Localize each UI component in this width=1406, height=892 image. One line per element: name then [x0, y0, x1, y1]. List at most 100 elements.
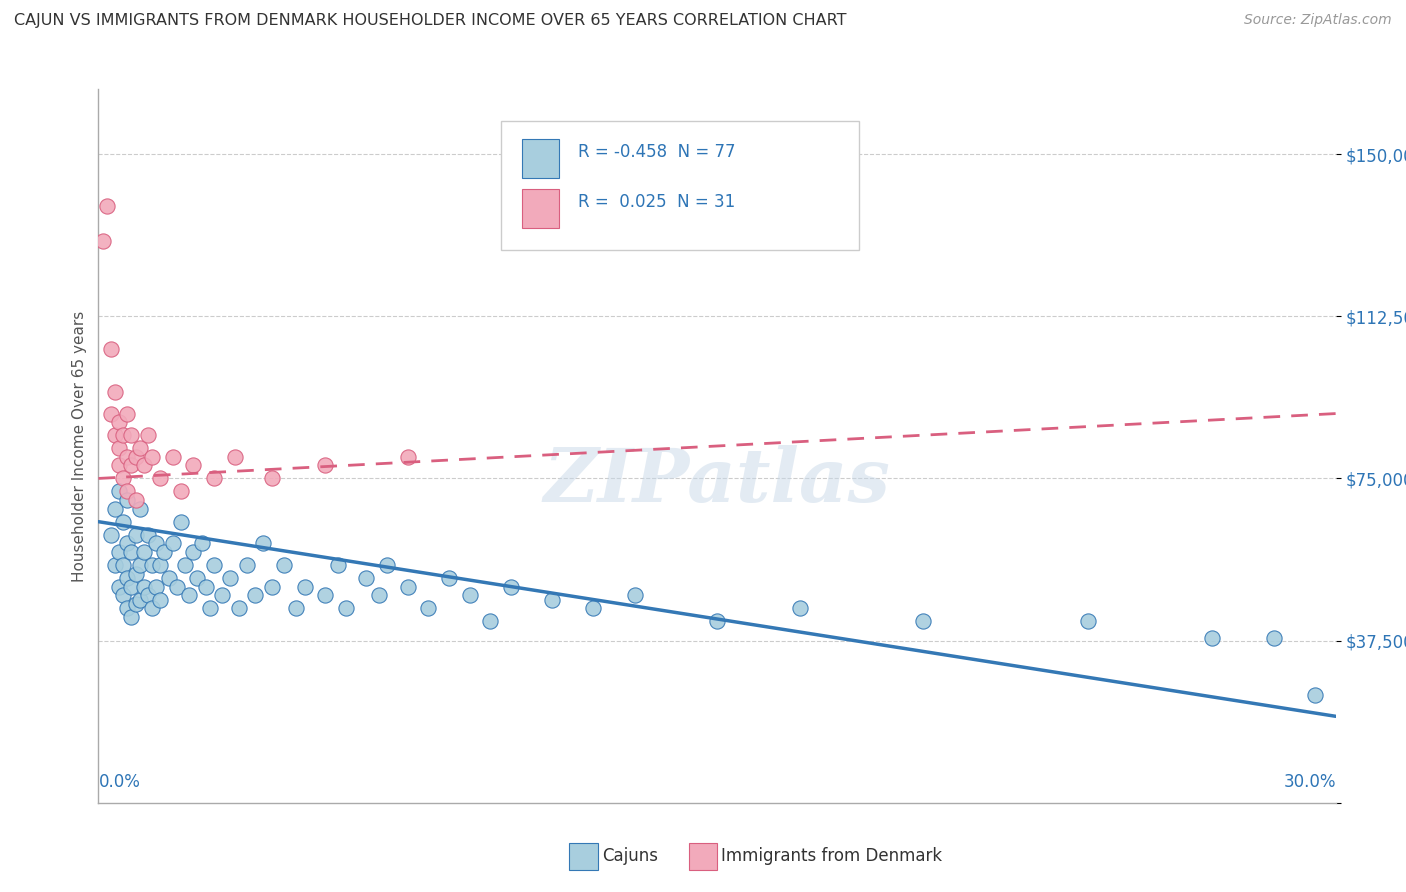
Point — [314, 588, 336, 602]
Point — [132, 458, 155, 473]
Point — [112, 471, 135, 485]
Point — [170, 515, 193, 529]
Point — [120, 610, 142, 624]
Point — [260, 471, 283, 485]
Point — [437, 571, 460, 585]
Point — [117, 601, 139, 615]
Point — [149, 471, 172, 485]
Point — [108, 580, 131, 594]
FancyBboxPatch shape — [522, 139, 558, 178]
Point — [706, 614, 728, 628]
Text: R = -0.458  N = 77: R = -0.458 N = 77 — [578, 143, 735, 161]
Point — [260, 580, 283, 594]
Point — [190, 536, 212, 550]
Point — [181, 545, 204, 559]
Point — [124, 597, 146, 611]
Point — [100, 342, 122, 356]
Point — [141, 558, 163, 572]
Point — [224, 450, 246, 464]
Point — [149, 558, 172, 572]
Point — [479, 614, 502, 628]
Point — [128, 592, 150, 607]
Point — [124, 450, 146, 464]
Point — [1201, 632, 1223, 646]
Point — [912, 614, 935, 628]
Point — [117, 493, 139, 508]
Y-axis label: Householder Income Over 65 years: Householder Income Over 65 years — [72, 310, 87, 582]
Point — [273, 558, 295, 572]
Point — [458, 588, 481, 602]
Point — [117, 450, 139, 464]
Point — [96, 199, 118, 213]
Point — [145, 536, 167, 550]
Point — [117, 407, 139, 421]
FancyBboxPatch shape — [522, 189, 558, 228]
Point — [104, 501, 127, 516]
Point — [335, 601, 357, 615]
Point — [418, 601, 440, 615]
Point — [162, 450, 184, 464]
Point — [236, 558, 259, 572]
Point — [100, 527, 122, 541]
Point — [243, 588, 266, 602]
Point — [1077, 614, 1099, 628]
Point — [396, 580, 419, 594]
Point — [112, 428, 135, 442]
Point — [120, 458, 142, 473]
Point — [252, 536, 274, 550]
Point — [124, 493, 146, 508]
Text: 0.0%: 0.0% — [98, 772, 141, 790]
Point — [186, 571, 208, 585]
Point — [145, 580, 167, 594]
Point — [541, 592, 564, 607]
Point — [285, 601, 308, 615]
Point — [100, 407, 122, 421]
Point — [104, 384, 127, 399]
Point — [356, 571, 378, 585]
Point — [1263, 632, 1285, 646]
Point — [104, 558, 127, 572]
Point — [128, 558, 150, 572]
Point — [314, 458, 336, 473]
Point — [136, 588, 159, 602]
Text: Immigrants from Denmark: Immigrants from Denmark — [721, 847, 942, 865]
Point — [117, 571, 139, 585]
Point — [623, 588, 645, 602]
Text: CAJUN VS IMMIGRANTS FROM DENMARK HOUSEHOLDER INCOME OVER 65 YEARS CORRELATION CH: CAJUN VS IMMIGRANTS FROM DENMARK HOUSEHO… — [14, 13, 846, 29]
Point — [166, 580, 188, 594]
Text: Source: ZipAtlas.com: Source: ZipAtlas.com — [1244, 13, 1392, 28]
Point — [153, 545, 176, 559]
Point — [181, 458, 204, 473]
Text: Cajuns: Cajuns — [602, 847, 658, 865]
Point — [375, 558, 398, 572]
Point — [170, 484, 193, 499]
Point — [179, 588, 201, 602]
Point — [108, 415, 131, 429]
Point — [294, 580, 316, 594]
Point — [108, 458, 131, 473]
Point — [124, 566, 146, 581]
Point — [789, 601, 811, 615]
Point — [499, 580, 522, 594]
Point — [141, 450, 163, 464]
Point — [162, 536, 184, 550]
Point — [91, 234, 114, 248]
Point — [582, 601, 605, 615]
Point — [149, 592, 172, 607]
Point — [120, 545, 142, 559]
Point — [108, 484, 131, 499]
Point — [112, 588, 135, 602]
Point — [120, 580, 142, 594]
Point — [120, 428, 142, 442]
Point — [396, 450, 419, 464]
Point — [219, 571, 242, 585]
Point — [128, 441, 150, 455]
Point — [202, 558, 225, 572]
Point — [367, 588, 389, 602]
Point — [228, 601, 250, 615]
Point — [157, 571, 180, 585]
Point — [117, 536, 139, 550]
Text: R =  0.025  N = 31: R = 0.025 N = 31 — [578, 193, 735, 211]
Text: 30.0%: 30.0% — [1284, 772, 1336, 790]
FancyBboxPatch shape — [501, 121, 859, 250]
